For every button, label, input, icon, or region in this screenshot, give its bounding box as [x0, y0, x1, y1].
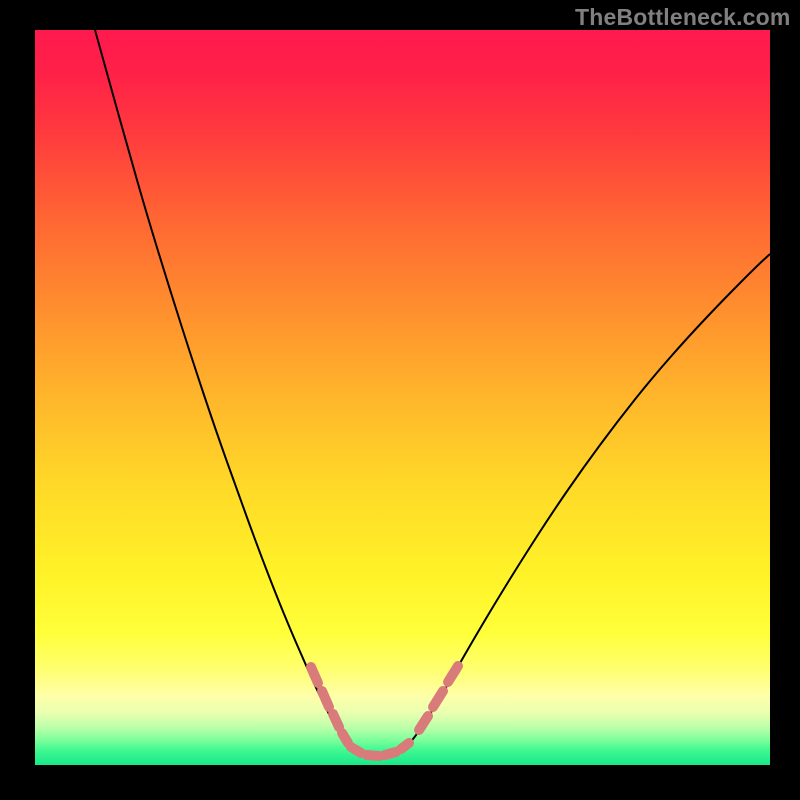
highlight-dash — [367, 755, 379, 756]
highlight-dash — [401, 743, 409, 749]
highlight-dash — [351, 747, 361, 753]
highlight-dash — [322, 691, 329, 707]
chart-svg — [0, 0, 800, 800]
bottleneck-curve — [95, 30, 770, 756]
watermark-text: TheBottleneck.com — [575, 4, 791, 31]
highlight-dash — [419, 716, 428, 730]
highlight-dash — [311, 667, 318, 683]
highlight-dash — [433, 691, 443, 707]
highlight-dash — [333, 714, 339, 727]
highlight-dash — [385, 752, 396, 755]
highlight-dash — [448, 666, 458, 682]
highlight-dash — [342, 733, 348, 743]
